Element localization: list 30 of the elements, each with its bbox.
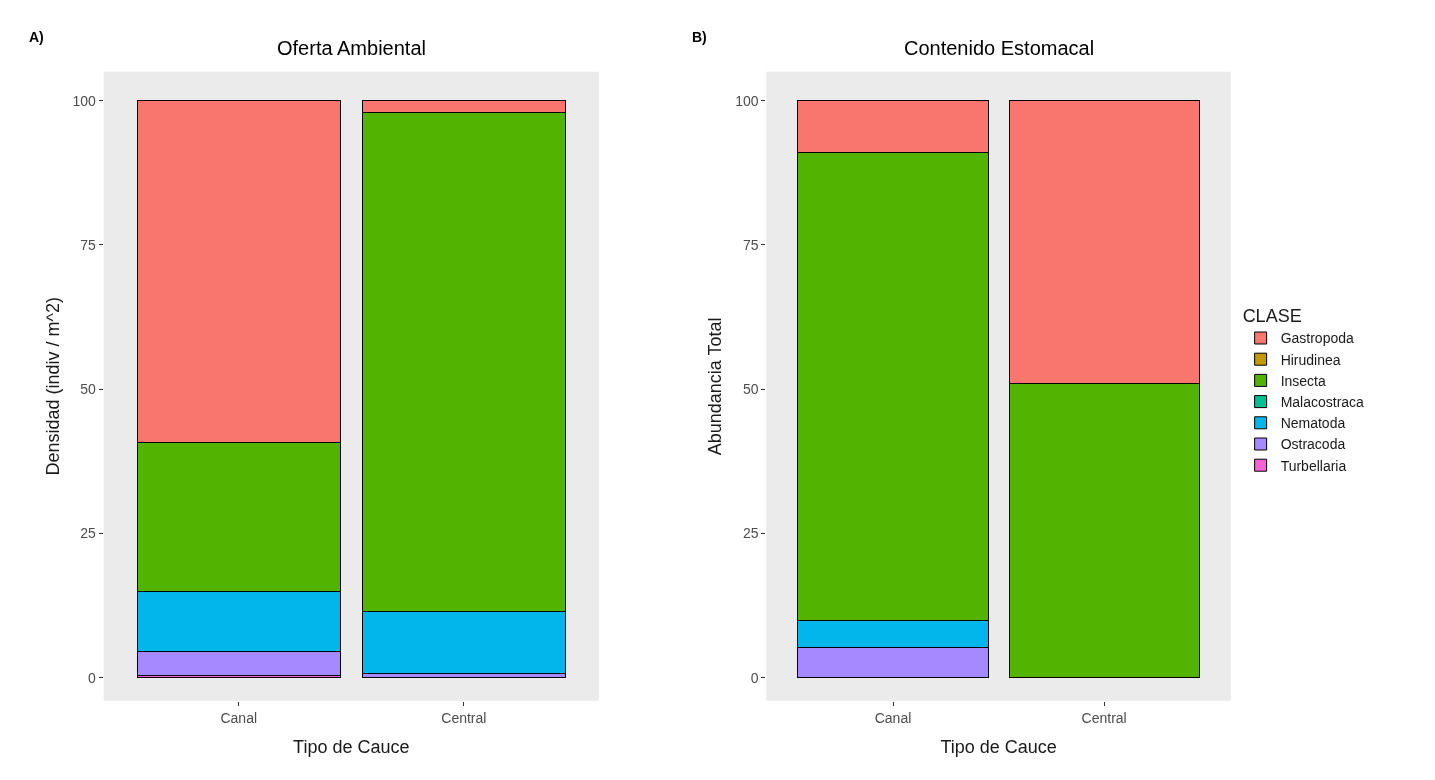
x-tick-label: Canal: [874, 709, 912, 726]
legend-label: Malacostraca: [1280, 394, 1365, 411]
legend-label: Hirudinea: [1280, 351, 1341, 368]
y-tick-label: 25: [80, 525, 97, 542]
x-tick-label: Central: [1081, 709, 1127, 726]
legend-label: Insecta: [1280, 372, 1326, 389]
legend-label: Turbellaria: [1280, 457, 1347, 474]
legend-title: CLASE: [1242, 306, 1302, 327]
y-tick-label: 0: [88, 669, 97, 686]
chart-title: Oferta Ambiental: [277, 37, 426, 59]
y-tick-label: 0: [750, 669, 759, 686]
y-tick-label: 100: [735, 92, 759, 109]
x-tick-label: Canal: [220, 709, 258, 726]
y-axis-title: Densidad (indiv / m^2): [42, 297, 63, 476]
y-tick-label: 50: [80, 381, 97, 398]
x-axis-title: Tipo de Cauce: [293, 736, 410, 757]
text: B): [692, 29, 707, 45]
y-tick-label: 75: [742, 236, 759, 253]
y-tick-label: 75: [80, 236, 97, 253]
y-tick-label: 100: [72, 92, 97, 109]
y-axis-title: Abundancia Total: [705, 317, 726, 456]
x-axis-title: Tipo de Cauce: [940, 736, 1057, 757]
chart-title: Contenido Estomacal: [904, 37, 1095, 59]
legend-label: Nematoda: [1280, 415, 1346, 432]
text: A): [29, 29, 44, 45]
x-tick-label: Central: [441, 709, 487, 726]
y-tick-label: 50: [742, 381, 759, 398]
legend-label: Ostracoda: [1280, 436, 1346, 453]
y-tick-label: 25: [742, 525, 759, 542]
legend-label: Gastropoda: [1280, 330, 1354, 347]
